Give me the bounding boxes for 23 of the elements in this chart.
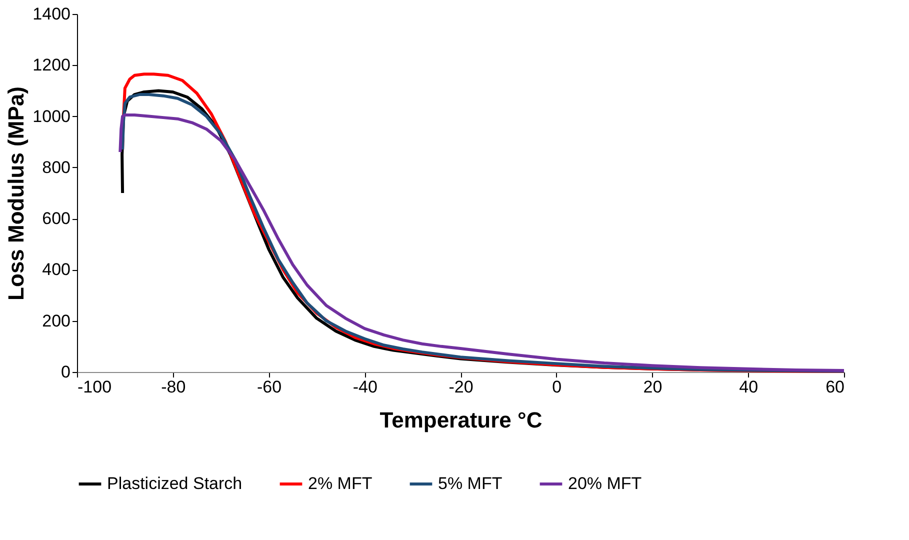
x-tick-label: -20 xyxy=(448,378,474,396)
y-tick-label: 400 xyxy=(42,260,70,280)
y-tick-label: 1400 xyxy=(32,4,70,24)
x-tick-label: 60 xyxy=(826,378,844,396)
x-tick-label: -100 xyxy=(78,378,112,396)
y-tick-label: 800 xyxy=(42,158,70,177)
x-tick-label: -40 xyxy=(352,378,378,396)
y-axis-title: Loss Modulus (MPa) xyxy=(4,86,29,300)
legend-label: 2% MFT xyxy=(308,474,372,493)
y-tick-label: 1200 xyxy=(32,56,70,75)
x-tick-label: -60 xyxy=(256,378,282,396)
legend-label: Plasticized Starch xyxy=(107,474,242,493)
legend-label: 20% MFT xyxy=(568,474,642,493)
x-tick-label: 20 xyxy=(643,378,662,396)
y-tick-label: 1000 xyxy=(32,106,70,126)
x-tick-label: 40 xyxy=(739,378,758,396)
y-tick-label: 200 xyxy=(42,311,70,330)
legend-label: 5% MFT xyxy=(438,474,502,493)
y-tick-label: 600 xyxy=(42,209,70,228)
x-axis-title: Temperature °C xyxy=(380,408,542,432)
y-tick-label: 0 xyxy=(61,362,70,382)
x-tick-label: -80 xyxy=(161,378,186,396)
x-tick-label: 0 xyxy=(552,378,562,396)
